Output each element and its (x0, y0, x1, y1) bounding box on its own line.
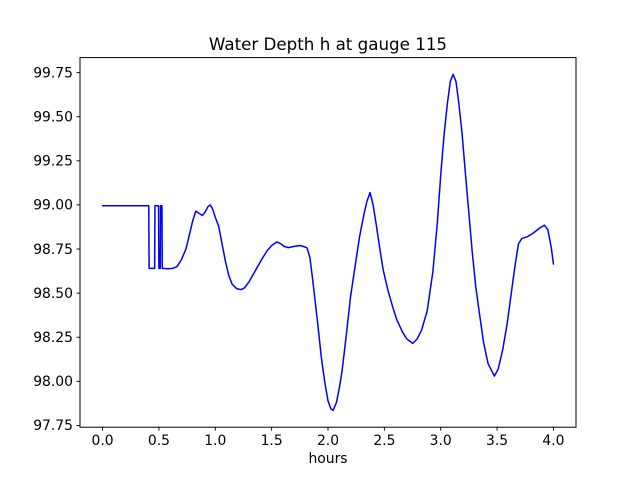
x-tick-label: 2.5 (373, 433, 395, 449)
y-tick-label: 98.00 (33, 374, 73, 390)
x-tick-label: 2.0 (317, 433, 339, 449)
y-tick-label: 98.25 (33, 330, 73, 346)
x-tick-label: 0.5 (148, 433, 170, 449)
y-tick-label: 97.75 (33, 418, 73, 434)
y-tick-label: 99.75 (33, 65, 73, 81)
x-tick-label: 4.0 (542, 433, 564, 449)
x-tick-label: 1.0 (204, 433, 226, 449)
x-tick-label: 3.0 (430, 433, 452, 449)
chart-title: Water Depth h at gauge 115 (209, 34, 447, 54)
x-tick-label: 3.5 (486, 433, 508, 449)
y-tick-label: 99.00 (33, 198, 73, 214)
x-tick-label: 0.0 (91, 433, 113, 449)
plot-area: 0.0 0.5 1.0 1.5 2.0 2.5 3.0 3.5 4.0 97.75 98.00 98.… (33, 57, 577, 449)
y-tick-label: 99.50 (33, 110, 73, 126)
y-tick-label: 98.50 (33, 286, 73, 302)
x-axis-label: hours (308, 451, 347, 467)
water-depth-line (101, 73, 555, 412)
x-tick-label: 1.5 (261, 433, 283, 449)
y-tick-label: 99.25 (33, 154, 73, 170)
x-axis-ticks: 0.0 0.5 1.0 1.5 2.0 2.5 3.0 3.5 4.0 (91, 427, 565, 449)
y-tick-label: 98.75 (33, 242, 73, 258)
y-axis-ticks: 97.75 98.00 98.25 98.50 98.75 99.00 99.25 99.50… (33, 65, 80, 434)
